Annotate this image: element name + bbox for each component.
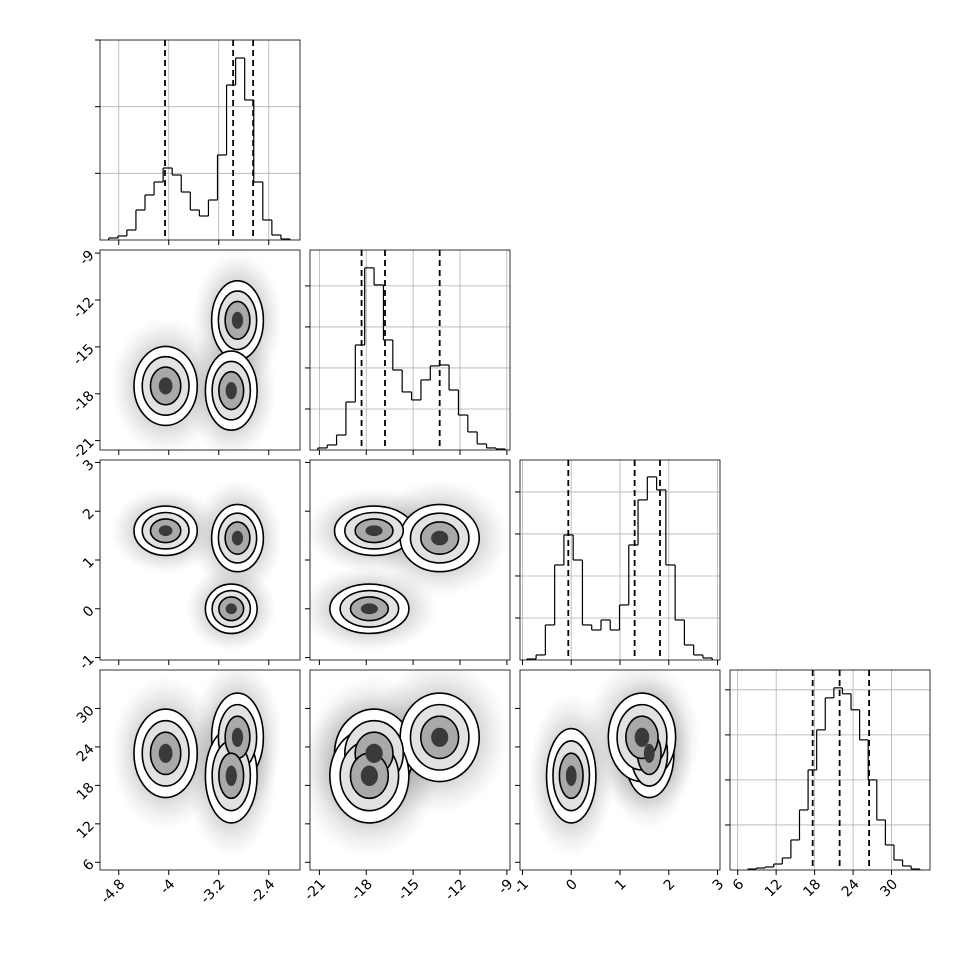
panel: -21-18-15-12-9 (70, 247, 301, 462)
plot-area (730, 670, 930, 870)
y-tick-label: 30 (74, 703, 98, 727)
y-tick-label: 12 (74, 818, 98, 842)
contour (231, 727, 244, 747)
x-tick-label: 30 (877, 876, 901, 900)
x-tick-label: 2 (661, 876, 679, 894)
x-tick-label: -4 (157, 876, 178, 897)
y-tick-label: 2 (80, 506, 98, 524)
panel (305, 459, 511, 665)
contour (360, 765, 378, 787)
x-tick-label: -3.2 (198, 876, 229, 907)
contour (231, 530, 244, 546)
x-tick-label: 24 (839, 876, 863, 900)
contour (643, 743, 655, 763)
panel: -1 0 1 2 3 (511, 669, 728, 898)
contour (225, 765, 237, 787)
x-tick-label: 3 (710, 876, 728, 894)
panel: 6 12 18 24 30 -4.8 -4 -3.2 -2.4 (74, 669, 301, 907)
plot-area (310, 670, 509, 858)
x-tick-label: -1 (511, 876, 532, 897)
plot-area (528, 670, 701, 858)
panel-frame (729, 669, 931, 871)
contour (565, 765, 577, 787)
plot-area (310, 250, 510, 450)
plot-area (110, 251, 283, 450)
contour (158, 525, 173, 537)
x-tick-label: -21 (302, 876, 329, 903)
contour (225, 603, 237, 615)
contour (365, 525, 383, 537)
contour (158, 377, 173, 395)
panel (515, 459, 721, 665)
y-tick-label: -1 (76, 652, 97, 673)
x-tick-label: 1 (612, 876, 630, 894)
contour (158, 743, 173, 763)
panel: -1 0 1 2 3 (76, 457, 301, 673)
contour (365, 743, 383, 763)
panel-frame (309, 669, 511, 871)
contour (225, 382, 237, 400)
y-tick-label: -9 (76, 247, 97, 268)
contour (634, 727, 650, 747)
y-tick-label: 6 (80, 857, 98, 875)
y-tick-label: 24 (74, 741, 98, 765)
panel-frame (309, 459, 511, 661)
panel: 6 12 18 24 30 (725, 669, 931, 900)
panel-frame (99, 249, 301, 451)
x-tick-label: 12 (762, 876, 786, 900)
panel-frame (99, 459, 301, 661)
panel-frame (99, 669, 301, 871)
y-tick-label: -15 (70, 341, 97, 368)
plot-area (310, 479, 509, 652)
y-tick-label: 1 (80, 554, 98, 572)
x-tick-label: -4.8 (98, 876, 129, 907)
contour (231, 311, 244, 329)
plot-area (520, 460, 720, 660)
x-tick-label: -15 (395, 876, 422, 903)
panel: -21-18-15-12-9 (302, 669, 517, 904)
x-tick-label: -2.4 (248, 876, 279, 907)
y-tick-label: 0 (80, 603, 98, 621)
contour (360, 603, 378, 615)
panel (305, 249, 511, 455)
x-tick-label: 18 (800, 876, 824, 900)
x-tick-label: 6 (730, 876, 748, 894)
contour (431, 727, 449, 747)
y-tick-label: 18 (74, 780, 98, 804)
x-tick-label: -12 (442, 876, 469, 903)
y-tick-label: -12 (70, 294, 97, 321)
plot-area (110, 479, 283, 652)
panel (95, 39, 301, 245)
y-tick-label: 3 (80, 457, 98, 475)
x-tick-label: 0 (563, 876, 581, 894)
y-tick-label: -18 (70, 388, 97, 415)
panel-frame (309, 249, 511, 451)
panel-frame (519, 459, 721, 661)
contour (431, 530, 449, 546)
plot-area (100, 40, 300, 240)
plot-area (110, 670, 283, 858)
x-tick-label: -18 (348, 876, 375, 903)
panel-frame (519, 669, 721, 871)
panel-frame (99, 39, 301, 241)
